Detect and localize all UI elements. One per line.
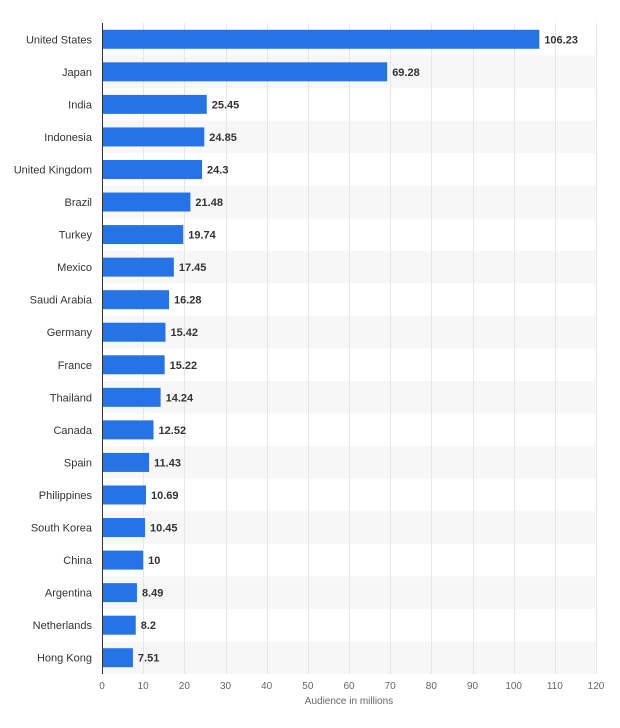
category-label: Brazil [64, 197, 92, 209]
category-label: France [58, 360, 92, 372]
bar [102, 355, 165, 375]
category-label: Philippines [39, 490, 93, 502]
bar [102, 615, 136, 635]
x-tick-label: 110 [547, 681, 563, 692]
bar [102, 62, 388, 82]
bar [102, 485, 147, 505]
x-tick-label: 30 [220, 681, 232, 692]
value-label: 7.51 [138, 653, 159, 665]
value-label: 19.74 [188, 230, 216, 242]
x-tick-label: 100 [505, 681, 522, 692]
x-tick-label: 120 [588, 681, 605, 692]
category-label: China [63, 555, 93, 567]
x-tick-label: 0 [99, 681, 105, 692]
value-label: 8.2 [141, 620, 156, 632]
value-label: 106.23 [544, 34, 578, 46]
value-label: 24.3 [207, 164, 228, 176]
category-label: Hong Kong [37, 653, 92, 665]
x-tick-label: 60 [343, 681, 355, 692]
bar [102, 225, 184, 245]
value-label: 11.43 [154, 457, 181, 469]
category-label: India [68, 99, 93, 111]
category-label: Spain [64, 457, 92, 469]
x-tick-labels: 0 10 20 30 40 50 60 70 80 90 100 110 120 [99, 681, 605, 692]
category-label: United Kingdom [14, 164, 92, 176]
value-label: 10 [148, 555, 160, 567]
bar [102, 648, 133, 668]
value-label: 17.45 [179, 262, 207, 274]
bar [102, 290, 170, 310]
bar [102, 420, 154, 440]
x-tick-label: 20 [179, 681, 191, 692]
category-labels: United States Japan India Indonesia United K… [14, 34, 93, 664]
category-label: Saudi Arabia [30, 295, 93, 307]
value-label: 10.45 [150, 523, 178, 535]
category-label: Netherlands [33, 620, 93, 632]
bar [102, 29, 540, 49]
x-tick-label: 90 [467, 681, 479, 692]
value-label: 14.24 [166, 392, 194, 404]
bar [102, 322, 166, 342]
value-label: 21.48 [195, 197, 223, 209]
value-label: 12.52 [159, 425, 187, 437]
bar [102, 550, 144, 570]
category-label: Mexico [57, 262, 92, 274]
x-tick-label: 50 [302, 681, 314, 692]
category-label: Indonesia [44, 132, 93, 144]
category-label: Turkey [59, 230, 93, 242]
bar [102, 192, 191, 212]
value-label: 69.28 [392, 67, 420, 79]
category-label: Argentina [45, 588, 93, 600]
bar [102, 257, 174, 277]
category-label: Canada [53, 425, 92, 437]
bar [102, 94, 207, 114]
category-label: South Korea [31, 523, 93, 535]
value-label: 15.42 [170, 327, 198, 339]
bars [102, 29, 540, 668]
x-tick-label: 40 [261, 681, 273, 692]
bar [102, 583, 137, 603]
bar [102, 452, 150, 472]
value-labels: 106.23 69.28 25.45 24.85 24.3 21.48 19.74 17.45… [138, 34, 578, 664]
value-label: 8.49 [142, 588, 163, 600]
bar [102, 387, 161, 407]
x-tick-label: 10 [138, 681, 150, 692]
value-label: 25.45 [212, 99, 240, 111]
value-label: 15.22 [170, 360, 198, 372]
x-axis-title: Audience in millions [305, 696, 393, 707]
x-tick-label: 80 [426, 681, 438, 692]
value-label: 16.28 [174, 295, 202, 307]
value-label: 10.69 [151, 490, 179, 502]
x-tick-label: 70 [385, 681, 397, 692]
category-label: Japan [62, 67, 92, 79]
category-label: Thailand [50, 392, 92, 404]
category-label: United States [26, 34, 93, 46]
category-label: Germany [47, 327, 93, 339]
bar [102, 518, 146, 538]
value-label: 24.85 [209, 132, 237, 144]
bar [102, 159, 203, 179]
bar [102, 127, 205, 147]
